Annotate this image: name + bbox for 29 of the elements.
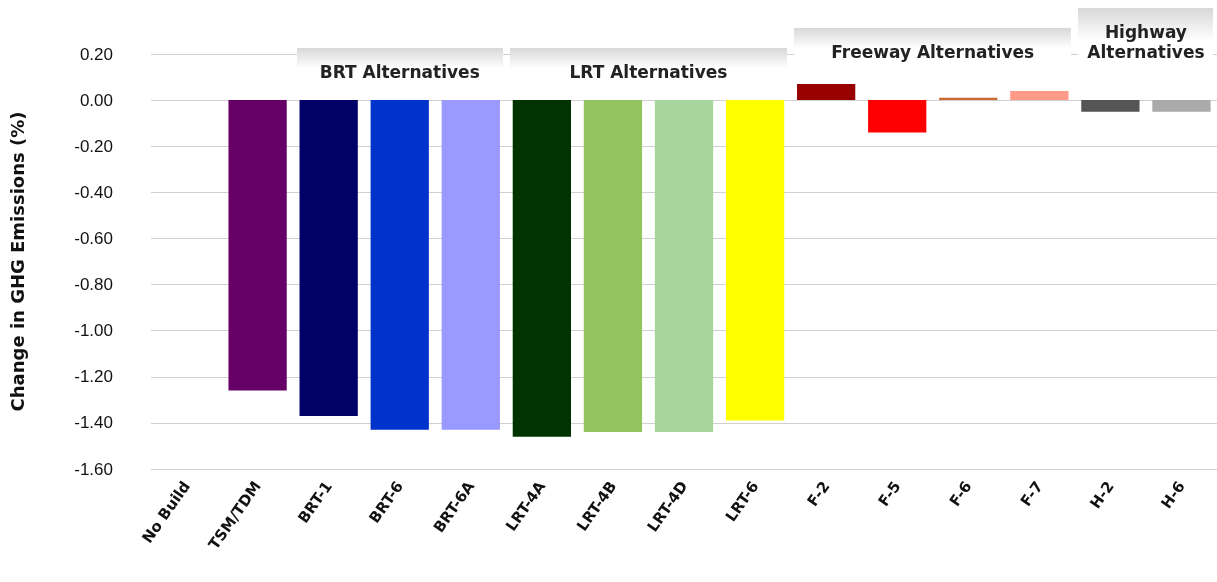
bar [868,100,927,133]
x-tick-label: F-7 [1016,477,1047,510]
bar [725,100,785,421]
bar [654,100,714,433]
bar [583,100,643,433]
y-tick-label: -0.40 [74,182,113,202]
y-tick-label: 0.00 [79,90,113,110]
bar [1010,90,1069,101]
y-tick-label: -1.20 [74,367,113,387]
y-tick-label: -1.60 [74,459,113,479]
x-tick-label: F-5 [874,477,905,510]
bar [370,100,429,430]
y-tick-label: -1.00 [74,321,113,341]
y-axis-title: Change in GHG Emissions (%) [6,111,28,412]
bar [1152,100,1211,112]
y-tick-label: -1.40 [74,413,113,433]
x-tick-label: F-6 [945,477,976,510]
y-tick-label: -0.80 [74,275,113,295]
bar [797,83,856,101]
bar [228,100,287,391]
bar [299,100,358,416]
bar [512,100,571,437]
y-tick-label: 0.20 [79,44,113,64]
bar [1081,100,1140,112]
x-tick-label: F-2 [803,477,834,510]
y-tick-label: -0.60 [74,228,113,248]
group-header-box: Freeway Alternatives [794,28,1072,62]
bar [441,100,500,430]
y-tick-label: -0.20 [74,136,113,156]
